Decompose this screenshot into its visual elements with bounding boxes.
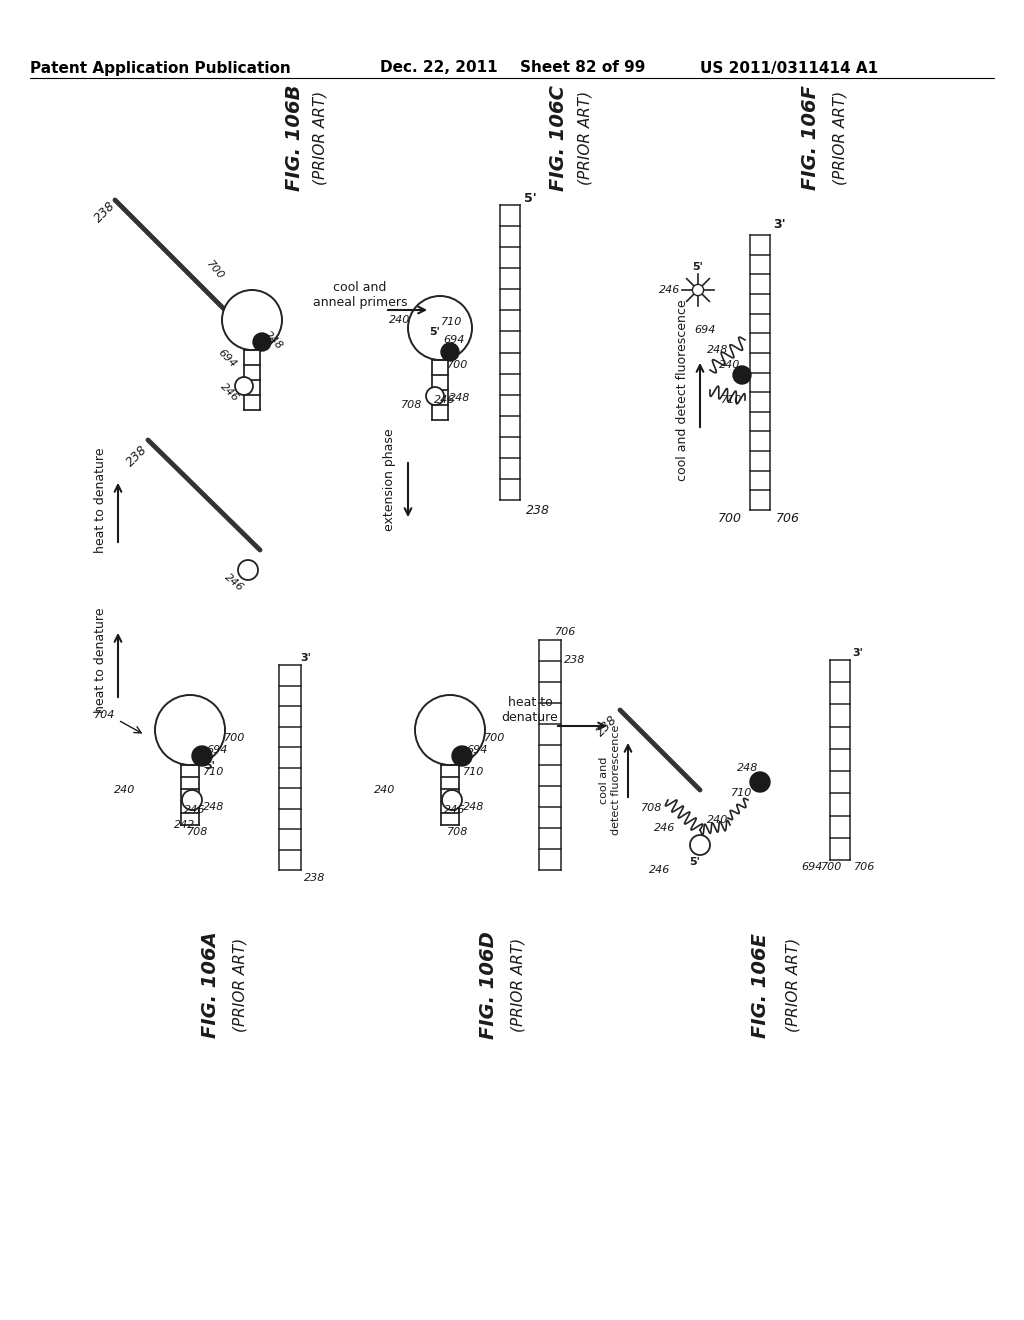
- Text: 694: 694: [443, 335, 465, 345]
- Text: cool and
detect fluorescence: cool and detect fluorescence: [599, 725, 621, 836]
- Circle shape: [441, 343, 459, 360]
- Text: 5': 5': [429, 327, 440, 337]
- Text: 240: 240: [115, 785, 136, 795]
- Circle shape: [692, 284, 703, 296]
- Text: heat to
denature: heat to denature: [502, 696, 558, 723]
- Text: 708: 708: [641, 803, 663, 813]
- Circle shape: [426, 387, 444, 405]
- Text: 708: 708: [187, 828, 209, 837]
- Text: 3': 3': [774, 219, 786, 231]
- Text: 246: 246: [659, 285, 681, 294]
- Text: 240: 240: [708, 814, 729, 825]
- Text: 710: 710: [204, 767, 224, 777]
- Text: 248: 248: [263, 329, 285, 351]
- Circle shape: [750, 772, 770, 792]
- Text: 248: 248: [463, 803, 484, 812]
- Text: 240: 240: [375, 785, 395, 795]
- Text: Patent Application Publication: Patent Application Publication: [30, 61, 291, 75]
- Text: 694: 694: [206, 744, 227, 755]
- Text: 700: 700: [718, 511, 742, 524]
- Text: 240: 240: [719, 360, 740, 370]
- Text: 694: 694: [802, 862, 822, 873]
- Text: cool and detect fluorescence: cool and detect fluorescence: [676, 300, 688, 480]
- Text: 238: 238: [92, 199, 118, 226]
- Circle shape: [733, 366, 751, 384]
- Text: FIG. 106F: FIG. 106F: [801, 86, 819, 190]
- Text: 246: 246: [649, 865, 671, 875]
- Circle shape: [222, 290, 282, 350]
- Text: FIG. 106A: FIG. 106A: [201, 932, 219, 1039]
- Text: 694: 694: [216, 347, 239, 370]
- Text: 3': 3': [301, 653, 311, 663]
- Text: 238: 238: [594, 713, 621, 739]
- Text: FIG. 106B: FIG. 106B: [286, 84, 304, 191]
- Text: heat to denature: heat to denature: [93, 607, 106, 713]
- Circle shape: [452, 746, 472, 766]
- Text: 708: 708: [401, 400, 423, 411]
- Circle shape: [442, 789, 462, 810]
- Circle shape: [253, 333, 271, 351]
- Text: 710: 710: [463, 767, 484, 777]
- Text: 700: 700: [224, 733, 246, 743]
- Text: 238: 238: [124, 444, 151, 469]
- Text: cool and
anneal primers: cool and anneal primers: [312, 281, 408, 309]
- Text: 5': 5': [689, 857, 700, 867]
- Text: 246: 246: [434, 395, 456, 405]
- Text: 248: 248: [737, 763, 759, 774]
- Circle shape: [234, 378, 253, 395]
- Circle shape: [690, 836, 710, 855]
- Text: (PRIOR ART): (PRIOR ART): [833, 91, 848, 185]
- Text: (PRIOR ART): (PRIOR ART): [578, 91, 593, 185]
- Text: Dec. 22, 2011: Dec. 22, 2011: [380, 61, 498, 75]
- Text: (PRIOR ART): (PRIOR ART): [312, 91, 328, 185]
- Text: 248: 248: [708, 345, 729, 355]
- Text: 242: 242: [174, 820, 196, 830]
- Circle shape: [155, 696, 225, 766]
- Text: heat to denature: heat to denature: [93, 447, 106, 553]
- Text: 700: 700: [484, 733, 506, 743]
- Text: 238: 238: [526, 503, 550, 516]
- Text: 238: 238: [564, 655, 586, 665]
- Circle shape: [408, 296, 472, 360]
- Text: (PRIOR ART): (PRIOR ART): [511, 939, 525, 1032]
- Text: 5': 5': [205, 762, 215, 771]
- Text: 710: 710: [731, 788, 753, 799]
- Text: 246: 246: [222, 573, 246, 594]
- Text: 710: 710: [721, 395, 742, 405]
- Text: 704: 704: [94, 710, 116, 719]
- Circle shape: [182, 789, 202, 810]
- Text: 706: 706: [776, 511, 800, 524]
- Text: 700: 700: [821, 862, 843, 873]
- Text: (PRIOR ART): (PRIOR ART): [232, 939, 248, 1032]
- Text: 706: 706: [854, 862, 876, 873]
- Circle shape: [238, 560, 258, 579]
- Text: 694: 694: [694, 325, 716, 335]
- Text: 3': 3': [853, 648, 863, 657]
- Text: 5': 5': [692, 261, 703, 272]
- Text: extension phase: extension phase: [384, 429, 396, 532]
- Text: 694: 694: [466, 744, 487, 755]
- Text: FIG. 106C: FIG. 106C: [549, 84, 567, 191]
- Text: 706: 706: [555, 627, 577, 638]
- Text: FIG. 106E: FIG. 106E: [751, 932, 769, 1038]
- Text: FIG. 106D: FIG. 106D: [478, 931, 498, 1039]
- Circle shape: [415, 696, 485, 766]
- Text: 246: 246: [219, 381, 241, 403]
- Text: 240: 240: [389, 315, 411, 325]
- Text: 238: 238: [304, 873, 326, 883]
- Text: 700: 700: [447, 360, 469, 370]
- Text: 248: 248: [204, 803, 224, 812]
- Text: 246: 246: [444, 805, 466, 814]
- Circle shape: [193, 746, 212, 766]
- Text: (PRIOR ART): (PRIOR ART): [785, 939, 801, 1032]
- Text: 246: 246: [184, 805, 206, 814]
- Text: 246: 246: [654, 822, 676, 833]
- Text: Sheet 82 of 99: Sheet 82 of 99: [520, 61, 645, 75]
- Text: 248: 248: [450, 393, 471, 403]
- Text: 5': 5': [523, 191, 537, 205]
- Text: 710: 710: [441, 317, 463, 327]
- Text: US 2011/0311414 A1: US 2011/0311414 A1: [700, 61, 879, 75]
- Text: 700: 700: [205, 259, 225, 281]
- Text: 708: 708: [447, 828, 469, 837]
